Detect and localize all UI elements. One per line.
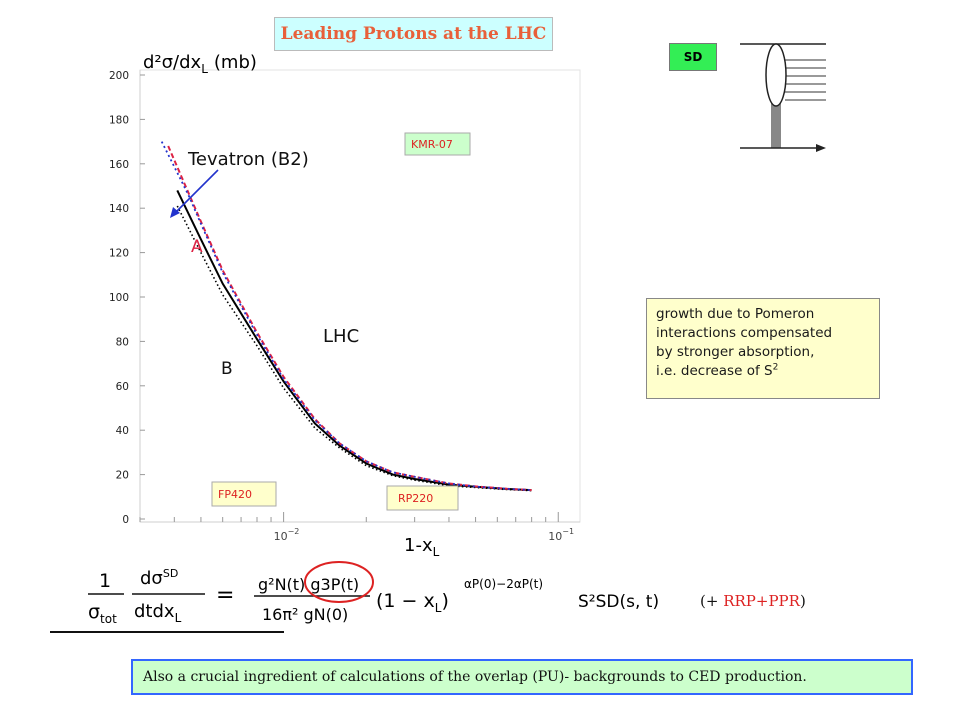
fp420-box bbox=[211, 481, 277, 507]
series-group bbox=[160, 141, 532, 492]
rp220-box bbox=[386, 485, 459, 511]
label-a: A bbox=[191, 237, 203, 257]
label-b: B bbox=[221, 359, 233, 379]
y-tick-label: 0 bbox=[122, 514, 129, 526]
tevatron-label: Tevatron (B2) bbox=[187, 149, 309, 170]
tevatron-arrow-head bbox=[170, 207, 180, 218]
rrp-ppr-note: (+ RRP+PPR) bbox=[700, 592, 806, 610]
bottom-note: Also a crucial ingredient of calculation… bbox=[131, 659, 913, 695]
fp420-label: FP420 bbox=[218, 488, 252, 501]
y-tick-label: 160 bbox=[109, 159, 129, 171]
g3p-highlight-circle bbox=[304, 561, 374, 603]
y-ticks: 0 20 40 60 80 100 120 140 160 180 200 bbox=[109, 70, 145, 526]
note-box: growth due to Pomeron interactions compe… bbox=[646, 298, 880, 399]
formula-underline bbox=[50, 631, 284, 633]
slide-title: Leading Protons at the LHC bbox=[274, 17, 553, 51]
x-axis-label: 1-xL bbox=[404, 535, 440, 559]
x-tick-label: 10−2 bbox=[274, 527, 300, 543]
note-line: by stronger absorption, bbox=[656, 344, 815, 360]
y-axis-label: d²σ/dxL (mb) bbox=[143, 52, 257, 76]
sd-diagram-icon bbox=[740, 43, 826, 152]
svg-text:S²SD(s, t): S²SD(s, t) bbox=[578, 592, 659, 612]
kmr-label: KMR-07 bbox=[411, 138, 453, 151]
y-tick-label: 60 bbox=[116, 381, 129, 393]
y-tick-label: 140 bbox=[109, 203, 129, 215]
svg-text:dσSD: dσSD bbox=[140, 567, 178, 589]
svg-text:g²N(t) g3P(t): g²N(t) g3P(t) bbox=[258, 575, 359, 594]
y-tick-label: 40 bbox=[116, 425, 129, 437]
svg-text:αP(0)−2αP(t): αP(0)−2αP(t) bbox=[464, 577, 543, 591]
y-tick-label: 80 bbox=[116, 336, 129, 348]
formula: 1 σtot dσSD dtdxL = g²N(t) g3P(t) 16π² g… bbox=[88, 561, 659, 626]
note-line: growth due to Pomeron bbox=[656, 306, 815, 322]
note-line: i.e. decrease of S2 bbox=[656, 362, 779, 379]
svg-text:1: 1 bbox=[99, 570, 111, 592]
rp220-label: RP220 bbox=[398, 492, 433, 505]
svg-text:=: = bbox=[216, 583, 234, 608]
y-tick-label: 100 bbox=[109, 292, 129, 304]
tevatron-arrow-line bbox=[173, 169, 219, 215]
plot-frame bbox=[139, 69, 581, 523]
y-tick-label: 180 bbox=[109, 114, 129, 126]
svg-text:(1 − xL): (1 − xL) bbox=[376, 590, 449, 615]
note-line: interactions compensated bbox=[656, 325, 833, 341]
kmr-box bbox=[404, 132, 471, 156]
y-tick-label: 20 bbox=[116, 470, 129, 482]
y-tick-label: 120 bbox=[109, 248, 129, 260]
sd-badge: SD bbox=[669, 43, 717, 71]
y-tick-label: 200 bbox=[109, 70, 129, 82]
series-line-black-dotted bbox=[176, 205, 532, 492]
svg-text:16π² gN(0): 16π² gN(0) bbox=[262, 605, 348, 624]
svg-text:σtot: σtot bbox=[88, 601, 117, 626]
label-lhc: LHC bbox=[323, 326, 359, 347]
svg-text:dtdxL: dtdxL bbox=[134, 601, 182, 625]
x-tick-label: 10−1 bbox=[548, 527, 574, 543]
